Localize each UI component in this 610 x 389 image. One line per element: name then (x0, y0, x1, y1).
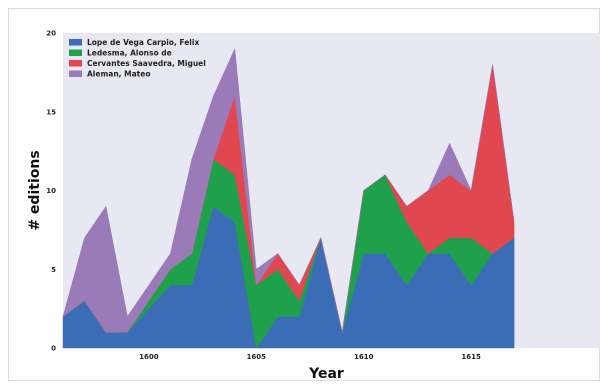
y-tick-label: 15 (46, 108, 56, 116)
legend-swatch (69, 70, 82, 77)
legend-label: Cervantes Saavedra, Miguel (87, 59, 206, 68)
legend-label: Aleman, Mateo (87, 70, 151, 79)
y-tick-label: 20 (46, 30, 56, 38)
x-tick-label: 1600 (139, 353, 159, 361)
y-tick-label: 0 (51, 345, 56, 353)
y-axis-ticks: 0 5 10 15 20 (46, 30, 56, 353)
x-axis-ticks: 1600 1605 1610 1615 (139, 353, 481, 361)
legend-swatch (69, 39, 82, 46)
legend-label: Ledesma, Alonso de (87, 49, 172, 58)
area-layers (62, 47, 515, 349)
x-tick-label: 1615 (461, 353, 481, 361)
legend: Lope de Vega Carpio, Felix Ledesma, Alons… (69, 38, 206, 79)
y-tick-label: 10 (46, 187, 56, 195)
x-tick-label: 1605 (247, 353, 267, 361)
legend-label: Lope de Vega Carpio, Felix (87, 38, 199, 47)
x-tick-label: 1610 (354, 353, 374, 361)
y-tick-label: 5 (51, 266, 56, 274)
y-axis-title: # editions (27, 150, 43, 230)
legend-swatch (69, 49, 82, 56)
x-axis-title: Year (308, 366, 344, 382)
legend-swatch (69, 60, 82, 67)
area-series-3 (62, 47, 515, 333)
